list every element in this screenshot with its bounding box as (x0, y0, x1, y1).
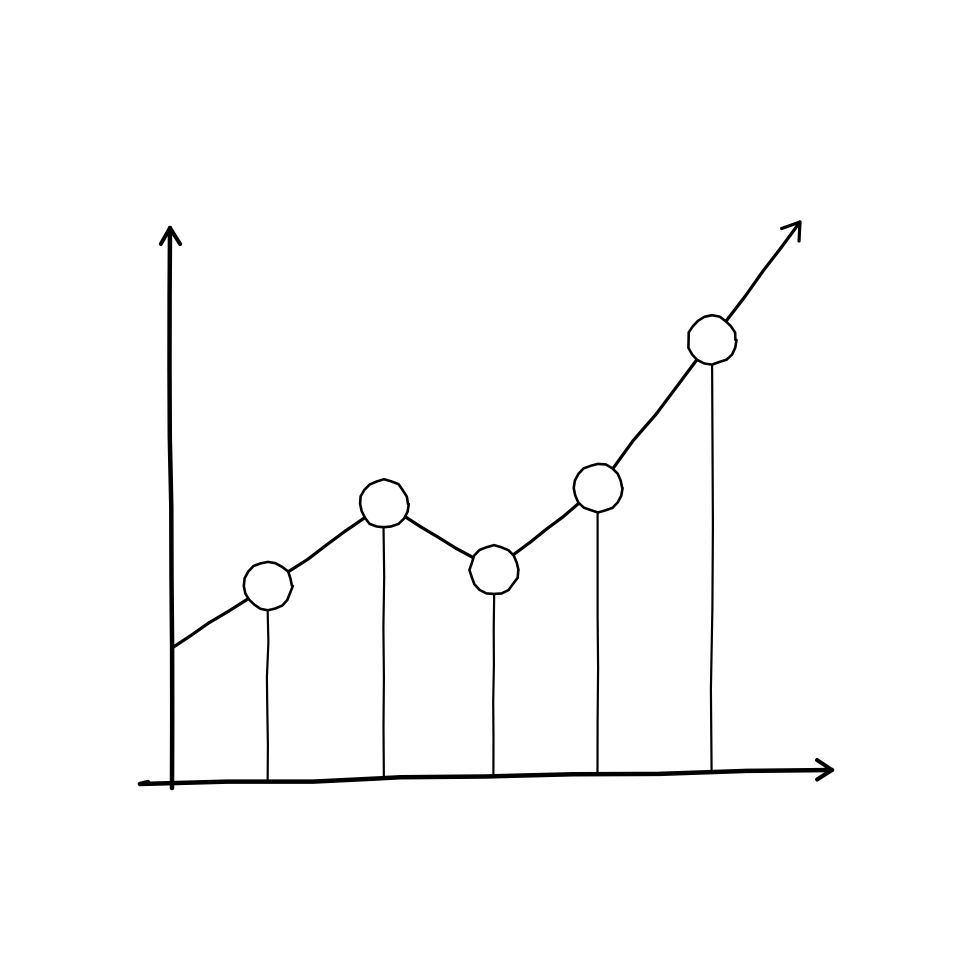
data-point (360, 479, 409, 527)
growth-chart (0, 0, 980, 980)
data-point (469, 545, 518, 594)
data-point (244, 562, 293, 610)
stem (383, 526, 384, 777)
stem (493, 592, 494, 775)
axes (140, 228, 832, 788)
markers (244, 315, 737, 610)
stem (711, 362, 713, 770)
data-point (574, 464, 623, 513)
data-point (688, 315, 736, 364)
stem (267, 608, 269, 779)
stem (597, 510, 598, 773)
